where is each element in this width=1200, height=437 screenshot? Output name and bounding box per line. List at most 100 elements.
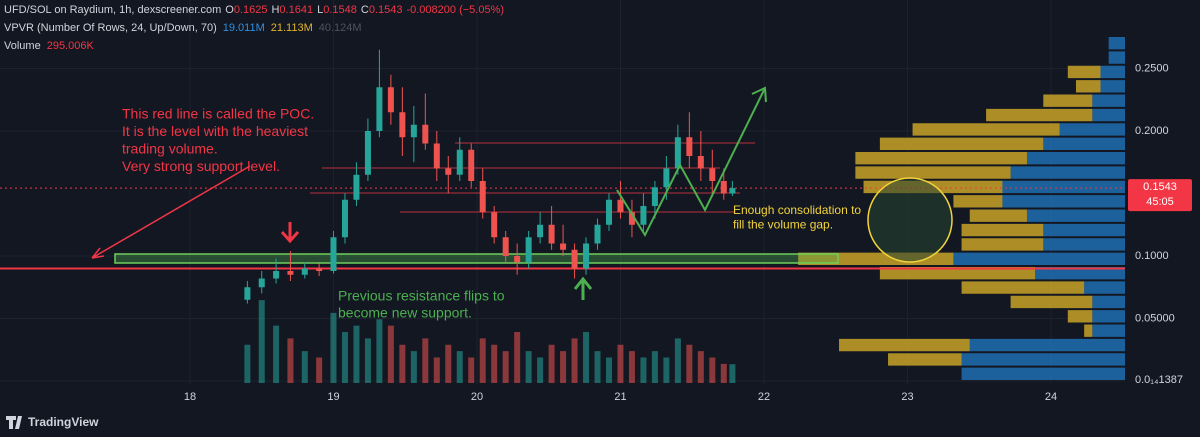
- volume-bar: [387, 325, 394, 383]
- volume-line: Volume 295.006K: [4, 40, 94, 52]
- vpvr-up: 19.011M: [223, 22, 265, 34]
- vpvr-label: VPVR (Number Of Rows, 24, Up/Down, 70): [4, 22, 217, 34]
- vpvr-up: [1043, 137, 1125, 150]
- change: -0.008200 (−5.05%): [406, 4, 504, 16]
- volume-bar: [571, 338, 578, 383]
- candle-body: [583, 243, 590, 269]
- volume-bar: [433, 357, 440, 383]
- candle-body: [651, 187, 658, 206]
- candle-body: [617, 199, 624, 213]
- vpvr-down: [1043, 94, 1093, 107]
- annotation-text: This red line is called the POC.: [122, 106, 314, 122]
- vpvr-down: [961, 238, 1044, 251]
- header-line: UFD/SOL on Raydium, 1h, dexscreener.com O…: [4, 4, 504, 16]
- volume-bar: [353, 325, 360, 383]
- l-label: L: [317, 4, 323, 16]
- candle-body: [456, 149, 463, 175]
- volume-bar: [720, 363, 727, 383]
- candle-body: [709, 168, 716, 181]
- vpvr-up: [1035, 267, 1125, 280]
- vpvr-up: [1010, 166, 1125, 179]
- poc-arrow: [91, 165, 251, 259]
- vpvr-down: [1067, 65, 1101, 79]
- vpvr-down: [953, 195, 1003, 208]
- candle-body: [594, 224, 601, 244]
- candle-body: [364, 131, 371, 175]
- x-tick-label: 23: [901, 391, 913, 403]
- volume-bar: [287, 338, 294, 383]
- x-tick-label: 19: [327, 391, 339, 403]
- annotation-text: It is the level with the heaviest: [122, 123, 308, 139]
- vpvr-up: [1108, 37, 1125, 50]
- vpvr-down: [912, 123, 1060, 136]
- candle-body: [387, 87, 394, 113]
- volume-bar: [445, 344, 452, 383]
- volume-bar: [514, 332, 521, 383]
- candle-body: [663, 168, 670, 188]
- candle-body: [301, 268, 308, 275]
- vpvr-down: 21.113M: [271, 22, 313, 34]
- vpvr-up: [1092, 108, 1125, 122]
- vpvr-up: [953, 252, 1125, 265]
- vpvr-up: [1092, 310, 1125, 323]
- volume-bar: [410, 351, 417, 383]
- vpvr-down: [1075, 80, 1101, 93]
- level-lines: [310, 142, 755, 213]
- vpvr-down: [986, 108, 1093, 122]
- candle-body: [560, 243, 567, 250]
- vpvr-up: [969, 338, 1125, 352]
- volume-bar: [686, 344, 693, 383]
- volume-bar: [605, 357, 612, 383]
- volume-bar: [364, 338, 371, 383]
- candle-body: [316, 268, 323, 271]
- gap-circle: [867, 177, 953, 263]
- vpvr-up: [1002, 195, 1125, 208]
- annotation-text: Previous resistance flips to: [338, 288, 505, 304]
- candle-body: [697, 156, 704, 169]
- volume-bar: [560, 351, 567, 383]
- annotation-text: Enough consolidation to: [733, 203, 861, 217]
- vpvr-up: [1043, 223, 1125, 237]
- y-tick-label: 0.2000: [1135, 125, 1169, 137]
- vpvr-up: [1043, 238, 1125, 251]
- up-arrow: [573, 276, 593, 300]
- y-tick-label: 0.0₁₄1387: [1135, 374, 1183, 386]
- vpvr-down: [839, 338, 970, 352]
- low: 0.1548: [323, 4, 357, 16]
- volume-bar: [316, 357, 323, 383]
- support-zone: [114, 253, 839, 264]
- candle-body: [445, 168, 452, 175]
- volume-value: 295.006K: [47, 40, 95, 52]
- candle-body: [686, 137, 693, 156]
- volume-bar: [537, 357, 544, 383]
- high: 0.1641: [279, 4, 313, 16]
- volume-bar: [709, 357, 716, 383]
- candle-body: [244, 287, 251, 300]
- price-tag-countdown: 45:05: [1146, 196, 1174, 208]
- vpvr-down: [1010, 295, 1093, 309]
- vpvr: [798, 37, 1125, 380]
- y-tick-label: 0.1000: [1135, 250, 1169, 262]
- candle-body: [287, 271, 294, 275]
- close: 0.1543: [369, 4, 403, 16]
- h-label: H: [271, 4, 279, 16]
- candle-body: [479, 181, 486, 213]
- candle-body: [729, 188, 736, 194]
- candle-body: [330, 237, 337, 271]
- vpvr-up: [1092, 94, 1125, 107]
- candle-body: [353, 174, 360, 200]
- vpvr-down: [1084, 324, 1093, 337]
- vpvr-up: [1059, 123, 1125, 136]
- x-tick-label: 22: [758, 391, 770, 403]
- vpvr-up: [961, 367, 1125, 380]
- volume-pane: [244, 300, 736, 383]
- candle-body: [399, 112, 406, 138]
- symbol: UFD/SOL on Raydium, 1h, dexscreener.com: [4, 4, 221, 16]
- x-tick-label: 18: [184, 391, 196, 403]
- vpvr-up: [1084, 281, 1125, 294]
- price-tag-value: 0.1543: [1143, 181, 1177, 193]
- vpvr-total: 40.124M: [319, 22, 362, 34]
- c-label: C: [361, 4, 369, 16]
- volume-bar: [674, 338, 681, 383]
